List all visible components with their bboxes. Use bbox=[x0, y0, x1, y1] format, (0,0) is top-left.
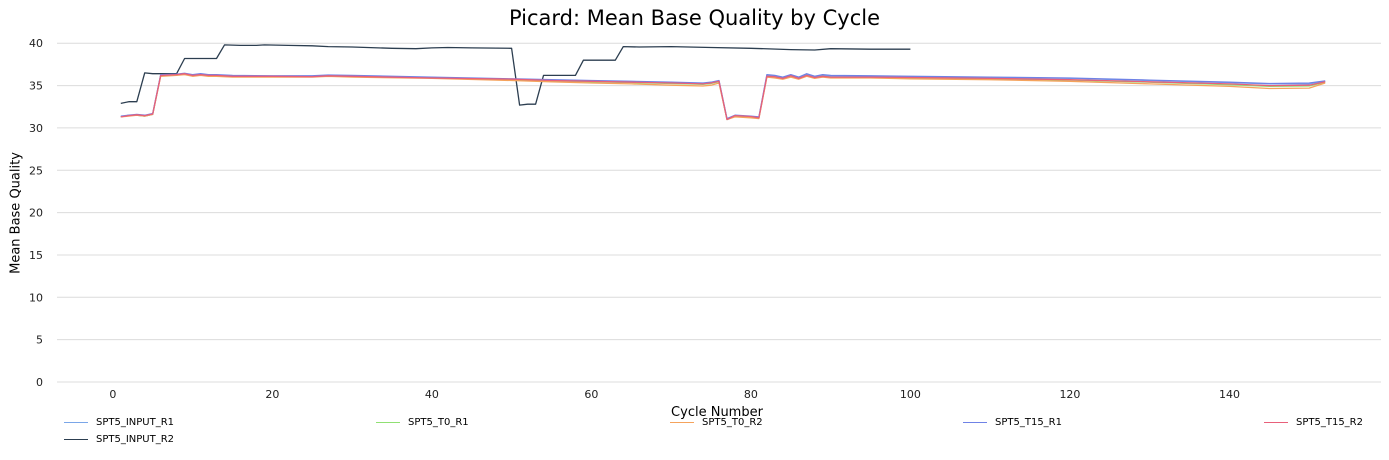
x-tick-labels: 0 20 40 60 80 100 120 140 bbox=[109, 388, 1240, 401]
legend-item[interactable]: SPT5_INPUT_R1 bbox=[64, 417, 174, 428]
legend-swatch bbox=[670, 422, 694, 423]
y-tick-label: 5 bbox=[36, 334, 43, 347]
legend-item[interactable]: SPT5_T0_R1 bbox=[376, 417, 469, 428]
y-tick-label: 30 bbox=[29, 122, 43, 135]
series-lines bbox=[120, 44, 1326, 121]
grid-lines bbox=[57, 42, 1381, 383]
chart-title: Picard: Mean Base Quality by Cycle bbox=[508, 6, 881, 30]
y-tick-labels: 0 5 10 15 20 25 30 35 40 bbox=[29, 37, 43, 389]
legend-item[interactable]: SPT5_INPUT_R2 bbox=[64, 434, 174, 445]
legend-swatch bbox=[376, 422, 400, 423]
x-tick-label: 0 bbox=[109, 388, 116, 401]
x-axis-label: Cycle Number bbox=[671, 405, 763, 420]
x-tick-label: 120 bbox=[1059, 388, 1080, 401]
x-tick-label: 80 bbox=[744, 388, 758, 401]
y-tick-label: 15 bbox=[29, 249, 43, 262]
legend-label: SPT5_INPUT_R2 bbox=[96, 434, 175, 445]
legend-label: SPT5_INPUT_R1 bbox=[96, 417, 175, 428]
legend-swatch bbox=[963, 422, 987, 423]
x-tick-label: 40 bbox=[425, 388, 439, 401]
series-line-spt5-t0-r2[interactable] bbox=[120, 73, 1326, 121]
y-tick-label: 35 bbox=[29, 80, 43, 93]
legend-swatch bbox=[64, 422, 88, 423]
y-tick-label: 40 bbox=[29, 37, 43, 50]
series-line-spt5-input-r2[interactable] bbox=[120, 44, 911, 106]
x-tick-label: 140 bbox=[1219, 388, 1240, 401]
legend-label: SPT5_T0_R1 bbox=[408, 417, 469, 428]
legend-item[interactable]: SPT5_T15_R2 bbox=[1264, 417, 1363, 428]
legend-swatch bbox=[64, 439, 88, 440]
series-line-spt5-t15-r1[interactable] bbox=[120, 72, 1326, 120]
series-line-spt5-t15-r2[interactable] bbox=[120, 73, 1326, 121]
legend-label: SPT5_T15_R1 bbox=[995, 417, 1062, 428]
legend-label: SPT5_T15_R2 bbox=[1296, 417, 1363, 428]
legend-label: SPT5_T0_R2 bbox=[702, 417, 763, 428]
y-tick-label: 10 bbox=[29, 291, 43, 304]
legend-swatch bbox=[1264, 422, 1288, 423]
x-tick-label: 20 bbox=[265, 388, 279, 401]
legend-item[interactable]: SPT5_T0_R2 bbox=[670, 417, 763, 428]
y-tick-label: 25 bbox=[29, 164, 43, 177]
legend-item[interactable]: SPT5_T15_R1 bbox=[963, 417, 1062, 428]
y-tick-label: 0 bbox=[36, 376, 43, 389]
x-tick-label: 100 bbox=[900, 388, 921, 401]
y-tick-label: 20 bbox=[29, 207, 43, 220]
x-tick-label: 60 bbox=[584, 388, 598, 401]
